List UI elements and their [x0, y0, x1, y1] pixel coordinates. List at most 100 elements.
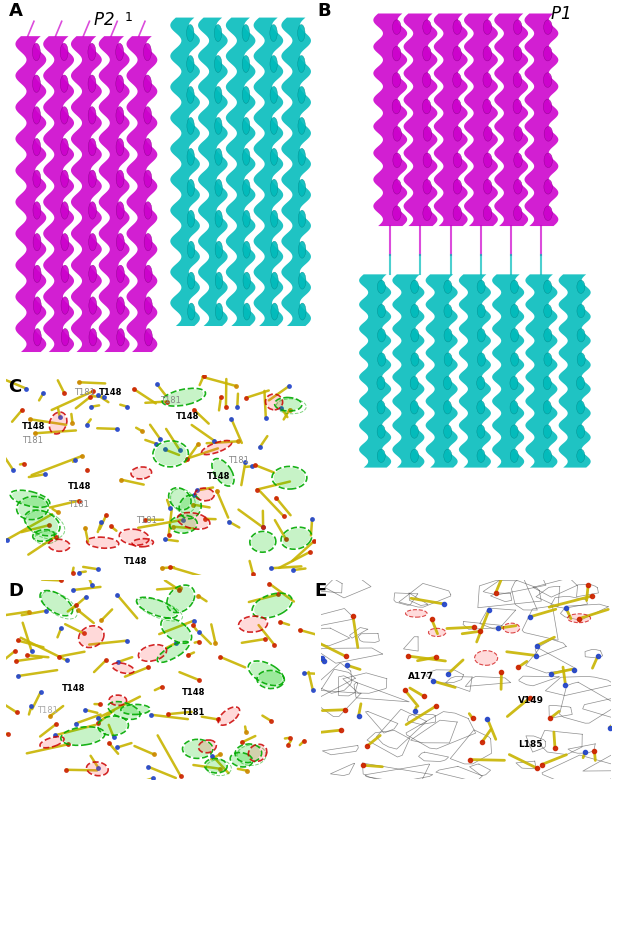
Ellipse shape [405, 610, 427, 617]
Text: T181: T181 [74, 387, 95, 396]
Text: T148: T148 [99, 387, 122, 396]
Ellipse shape [12, 492, 48, 507]
Text: T148: T148 [62, 683, 85, 692]
Ellipse shape [267, 395, 282, 409]
Polygon shape [426, 275, 458, 468]
Text: A177: A177 [408, 671, 434, 680]
Ellipse shape [144, 329, 152, 346]
Ellipse shape [410, 401, 418, 415]
Ellipse shape [259, 672, 283, 688]
Polygon shape [99, 37, 130, 353]
Ellipse shape [33, 108, 41, 125]
Ellipse shape [577, 329, 585, 342]
Ellipse shape [423, 154, 431, 169]
Ellipse shape [393, 127, 402, 142]
Ellipse shape [568, 614, 590, 623]
Ellipse shape [89, 329, 97, 346]
Ellipse shape [215, 303, 223, 321]
Ellipse shape [378, 354, 386, 367]
Ellipse shape [219, 708, 239, 725]
Ellipse shape [113, 664, 133, 673]
Ellipse shape [242, 57, 250, 73]
Polygon shape [434, 15, 468, 226]
Ellipse shape [577, 450, 585, 463]
Ellipse shape [410, 281, 418, 294]
Ellipse shape [428, 628, 445, 637]
Ellipse shape [510, 425, 518, 439]
Ellipse shape [444, 281, 452, 294]
Ellipse shape [298, 211, 305, 228]
Ellipse shape [299, 242, 306, 259]
Ellipse shape [243, 303, 251, 321]
Text: A: A [9, 2, 23, 19]
Ellipse shape [423, 100, 431, 115]
Ellipse shape [423, 73, 431, 88]
Ellipse shape [274, 468, 305, 488]
Ellipse shape [392, 73, 400, 88]
Text: T181: T181 [228, 455, 249, 464]
Ellipse shape [199, 741, 215, 753]
Ellipse shape [205, 759, 226, 772]
Ellipse shape [576, 401, 584, 415]
Polygon shape [71, 37, 102, 353]
Text: T148: T148 [207, 471, 230, 480]
Ellipse shape [117, 266, 125, 283]
Polygon shape [198, 19, 228, 327]
Ellipse shape [510, 377, 518, 391]
Ellipse shape [392, 207, 401, 221]
Ellipse shape [116, 171, 124, 188]
Ellipse shape [477, 281, 485, 294]
Polygon shape [492, 275, 524, 468]
Ellipse shape [544, 73, 552, 88]
Ellipse shape [392, 100, 400, 115]
Ellipse shape [215, 211, 222, 228]
Ellipse shape [215, 180, 222, 197]
Ellipse shape [544, 305, 552, 318]
Ellipse shape [298, 118, 305, 135]
Ellipse shape [33, 234, 41, 251]
Ellipse shape [88, 538, 117, 548]
Ellipse shape [60, 76, 68, 94]
Ellipse shape [544, 100, 552, 115]
Ellipse shape [410, 377, 418, 391]
Text: T148: T148 [182, 688, 205, 696]
Ellipse shape [270, 180, 278, 197]
Ellipse shape [27, 512, 58, 535]
Ellipse shape [270, 26, 277, 43]
Ellipse shape [254, 595, 290, 617]
Ellipse shape [89, 298, 97, 315]
Text: B: B [318, 2, 331, 19]
Ellipse shape [543, 377, 551, 391]
Ellipse shape [377, 377, 385, 391]
Ellipse shape [88, 202, 96, 220]
Ellipse shape [378, 281, 386, 294]
Ellipse shape [577, 425, 585, 439]
Ellipse shape [423, 20, 431, 35]
Ellipse shape [477, 450, 485, 463]
Polygon shape [15, 37, 46, 353]
Ellipse shape [132, 468, 151, 479]
Text: T148: T148 [22, 421, 45, 431]
Ellipse shape [88, 139, 96, 157]
Ellipse shape [61, 234, 68, 251]
Text: L185: L185 [518, 739, 542, 748]
Ellipse shape [196, 489, 213, 500]
Ellipse shape [270, 211, 278, 228]
Ellipse shape [116, 202, 124, 220]
Polygon shape [126, 37, 157, 353]
Ellipse shape [276, 399, 300, 411]
Ellipse shape [19, 498, 47, 519]
Ellipse shape [271, 273, 278, 290]
Ellipse shape [510, 401, 518, 415]
Text: T148: T148 [123, 557, 147, 566]
Ellipse shape [116, 76, 123, 94]
Ellipse shape [270, 57, 278, 73]
Ellipse shape [60, 45, 68, 61]
Polygon shape [226, 19, 255, 327]
Polygon shape [558, 275, 590, 468]
Ellipse shape [215, 118, 222, 135]
Ellipse shape [453, 154, 462, 169]
Ellipse shape [484, 154, 492, 169]
Ellipse shape [377, 401, 385, 415]
Ellipse shape [240, 617, 266, 632]
